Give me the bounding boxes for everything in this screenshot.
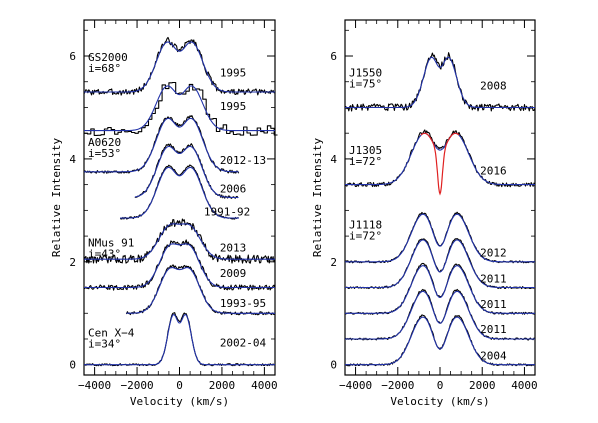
x-tick-label: −4000 [339,379,372,392]
epoch-label: 2012 [480,247,507,260]
x-tick-label: 4000 [511,379,538,392]
x-tick-label: 2000 [209,379,236,392]
panel-left: −4000 −2000 0 2000 4000 0 2 4 6 Velocity (km/s) Re… [50,19,278,408]
epoch-label: 2008 [480,79,507,92]
inclination-label: i=75° [349,78,382,91]
model-spectrum [84,41,275,93]
model-spectrum [84,223,275,260]
y-axis-title: Relative Intensity [311,138,324,258]
inclination-label: i=53° [88,147,121,160]
x-tick-label: 4000 [251,379,278,392]
y-tick-label: 0 [69,359,76,372]
epoch-label: 2009 [220,267,247,280]
x-tick-label: 0 [176,379,183,392]
model-spectrum [345,316,535,366]
inclination-label: i=34° [88,337,121,350]
observed-spectrum [344,129,536,188]
model-spectrum [345,239,535,289]
x-tick-label: −2000 [381,379,414,392]
x-axis-title: Velocity (km/s) [130,395,229,408]
object-name-label: GS2000 [88,51,128,64]
model-spectrum [345,290,535,340]
x-tick-label: −4000 [78,379,111,392]
y-tick-label: 6 [330,50,337,63]
epoch-label: 2012-13 [220,154,266,167]
epoch-label: 2006 [220,182,247,195]
model-spectrum [345,265,535,314]
model-spectrum-absorption [420,132,460,196]
object-name-label: J1118 [349,218,382,231]
epoch-label: 1995 [220,100,247,113]
epoch-label: 1991-92 [204,206,250,219]
epoch-label: 1993-95 [220,297,266,310]
epoch-label: 2016 [480,164,507,177]
observed-spectrum [83,218,276,264]
observed-spectrum [83,239,276,291]
y-tick-label: 6 [69,50,76,63]
object-name-label: A0620 [88,136,121,149]
y-axis-title: Relative Intensity [50,138,63,258]
epoch-label: 2011 [480,272,507,285]
y-tick-label: 4 [69,153,76,166]
y-tick-label: 2 [69,256,76,269]
object-name-label: J1305 [349,144,382,157]
inclination-label: i=43° [88,247,121,260]
model-spectrum [126,267,275,314]
y-tick-label: 4 [330,153,337,166]
object-name-label: NMus 91 [88,236,134,249]
object-name-label: Cen X−4 [88,326,135,339]
x-tick-label: 2000 [469,379,496,392]
epoch-label: 1995 [220,67,247,80]
observed-spectrum [84,81,278,136]
inclination-label: i=68° [88,62,121,75]
model-spectrum [84,85,275,132]
x-tick-label: 0 [437,379,444,392]
model-spectrum [120,166,239,219]
epoch-label: 2011 [480,298,507,311]
x-tick-label: −2000 [120,379,153,392]
y-tick-label: 2 [330,256,337,269]
y-tick-label: 0 [330,359,337,372]
object-name-label: J1550 [349,67,382,80]
model-spectrum [134,145,239,199]
observed-spectrum [83,36,276,96]
model-spectrum [84,314,275,366]
model-spectrum [345,56,535,109]
epoch-label: 2011 [480,323,507,336]
epoch-label: 2013 [220,242,247,255]
epoch-label: 2004 [480,350,507,363]
model-spectrum [345,132,535,186]
epoch-label: 2002-04 [220,337,267,350]
x-axis-title: Velocity (km/s) [390,395,489,408]
panel-right: −4000 −2000 0 2000 4000 0 2 4 6 Velocity (km/s) Re… [311,19,538,408]
inclination-label: i=72° [349,155,382,168]
model-spectrum [84,243,275,289]
model-spectrum [84,117,239,173]
inclination-label: i=72° [349,229,382,242]
model-spectrum [345,213,535,263]
